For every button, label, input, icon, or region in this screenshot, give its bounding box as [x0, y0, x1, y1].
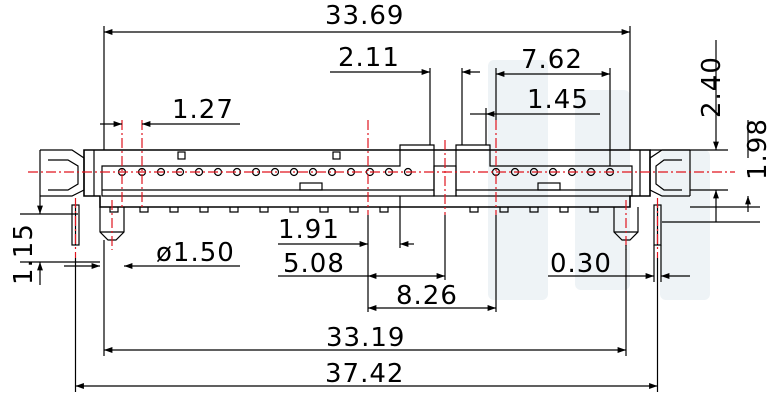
- dim-33-19: 33.19: [326, 323, 405, 353]
- dim-37-42: 37.42: [325, 359, 404, 389]
- dim-5-08: 5.08: [283, 249, 345, 279]
- dim-8-26: 8.26: [396, 281, 458, 311]
- dim-7-62: 7.62: [521, 45, 583, 75]
- dim-2-11: 2.11: [338, 43, 400, 73]
- dim-1-91: 1.91: [278, 215, 340, 245]
- dimension-lines: [20, 26, 760, 392]
- dim-peg-diameter: ø1.50: [156, 238, 235, 268]
- dim-1-15: 1.15: [9, 223, 39, 285]
- dim-2-40: 2.40: [697, 56, 727, 118]
- dim-0-30: 0.30: [550, 249, 612, 279]
- centerlines: [28, 120, 735, 258]
- dim-33-69: 33.69: [325, 1, 404, 31]
- dim-1-27: 1.27: [172, 95, 234, 125]
- dim-1-45: 1.45: [527, 85, 589, 115]
- dim-1-98: 1.98: [743, 118, 771, 180]
- dimension-labels: 33.69 2.11 7.62 2.40 1.27 1.45 1.98 1.15…: [9, 1, 771, 389]
